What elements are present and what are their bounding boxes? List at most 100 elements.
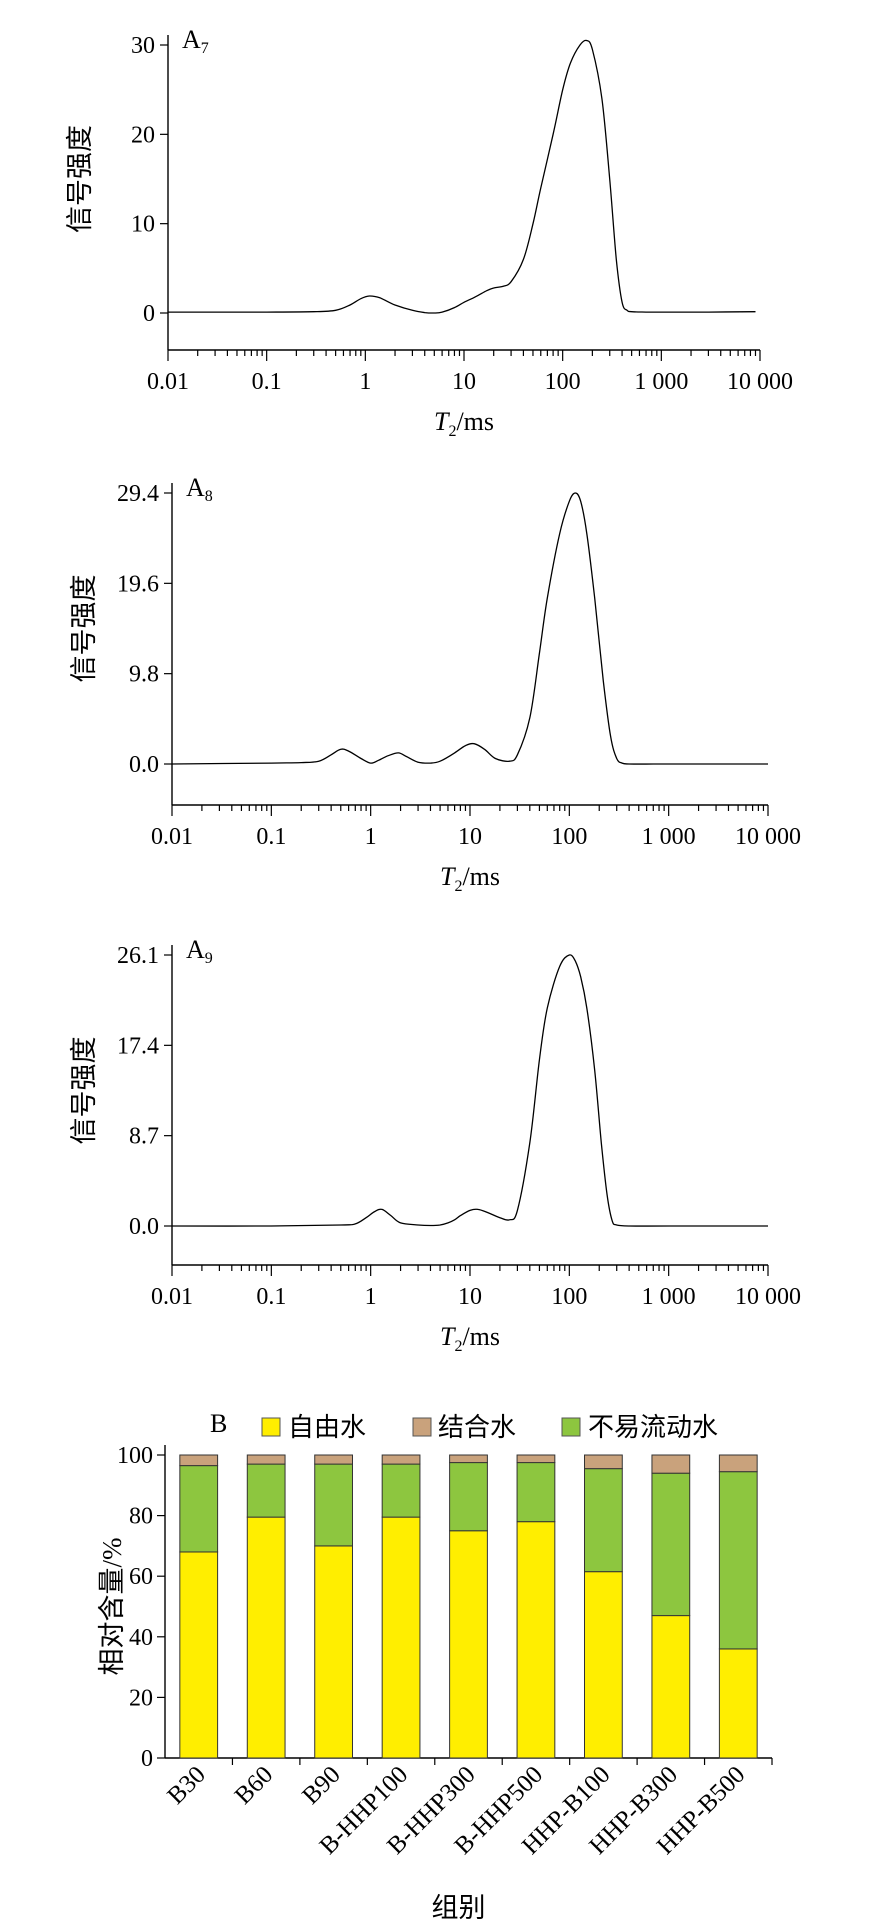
bar-segment-bound-water <box>381 1454 421 1465</box>
y-tick-label: 80 <box>129 1504 153 1530</box>
x-tick-label: 1 <box>365 1284 377 1310</box>
x-tick-label: 100 <box>545 369 581 395</box>
y-tick-label: 17.4 <box>117 1033 159 1059</box>
legend-label: 不易流动水 <box>588 1413 718 1442</box>
y-axis-label: 相对含量/% <box>97 1538 127 1676</box>
x-label-subscript: 2 <box>454 1338 462 1355</box>
bar-segment-free-water <box>449 1530 488 1759</box>
bar-segment-bound-water <box>179 1454 219 1467</box>
x-label-symbol: T <box>434 407 450 436</box>
panel-label: A8 <box>186 473 213 505</box>
bar-segment-bound-water <box>516 1454 556 1464</box>
y-tick-label: 29.4 <box>117 481 159 507</box>
bar-segment-free-water <box>584 1571 623 1759</box>
panel-letter: A <box>186 473 205 502</box>
panel-subscript: 9 <box>205 950 213 967</box>
legend-swatch <box>261 1417 281 1437</box>
bar-segment-immobile-water <box>179 1465 219 1553</box>
bar-segment-bound-water <box>314 1454 353 1465</box>
y-tick-label: 26.1 <box>117 943 159 969</box>
bar-segment-free-water <box>516 1521 556 1759</box>
bar-segment-immobile-water <box>381 1463 421 1518</box>
bar-segment-bound-water <box>246 1454 286 1465</box>
panel-label: A7 <box>182 25 209 57</box>
bar-segment-free-water <box>651 1615 691 1759</box>
x-tick-label: 0.1 <box>256 824 286 850</box>
x-tick-label: 0.01 <box>147 369 189 395</box>
x-axis-label: T2/ms <box>440 1322 500 1355</box>
y-tick-label: 19.6 <box>117 571 159 597</box>
signal-curve <box>171 492 768 765</box>
line-panel-1: 0 10 20 30 0.01 0.1 1 10 100 1 000 10 000 A7 T2/ms 信号… <box>65 25 793 440</box>
x-tick-label: 1 000 <box>634 369 688 395</box>
panel-letter: A <box>186 935 205 964</box>
legend-swatch <box>561 1417 581 1437</box>
signal-curve <box>171 954 768 1227</box>
bar-segment-immobile-water <box>314 1463 353 1547</box>
x-label-symbol: T <box>440 1322 456 1351</box>
y-tick-label: 60 <box>129 1564 153 1590</box>
x-tick-label: 100 <box>551 1284 587 1310</box>
y-tick-label: 0.0 <box>129 1214 159 1240</box>
y-tick-label: 9.8 <box>129 662 159 688</box>
x-label-symbol: T <box>440 862 456 891</box>
x-tick-label: 10 000 <box>735 824 801 850</box>
bar-segment-immobile-water <box>246 1463 286 1518</box>
panel-label: A9 <box>186 935 213 967</box>
line-panel-2: 0.0 9.8 19.6 29.4 0.01 0.1 1 10 100 1 000 10 000 A8… <box>69 473 801 895</box>
bar-segment-bound-water <box>718 1454 758 1473</box>
x-label-unit: /ms <box>462 1322 500 1351</box>
x-label-unit: /ms <box>456 407 494 436</box>
x-tick-label: 10 <box>452 369 476 395</box>
y-axis-label: 信号强度 <box>65 125 95 233</box>
bar-segment-immobile-water <box>584 1468 623 1573</box>
legend-swatch <box>412 1417 432 1437</box>
y-tick-label: 0.0 <box>129 752 159 778</box>
x-label-subscript: 2 <box>454 878 462 895</box>
y-tick-label: 10 <box>131 212 155 238</box>
bar-segment-free-water <box>718 1648 758 1759</box>
line-panel-3: 0.0 8.7 17.4 26.1 0.01 0.1 1 10 100 1 000 10 000 A9… <box>69 935 801 1355</box>
panel-subscript: 7 <box>201 40 209 57</box>
signal-curve <box>167 39 756 314</box>
x-tick-label: 10 000 <box>735 1284 801 1310</box>
x-tick-label: 1 <box>359 369 371 395</box>
y-tick-label: 100 <box>117 1443 153 1469</box>
x-tick-label: 0.1 <box>252 369 282 395</box>
panel-label: B <box>210 1409 227 1438</box>
y-tick-label: 0 <box>141 1746 153 1772</box>
x-axis-label: T2/ms <box>434 407 494 440</box>
bar-segment-immobile-water <box>449 1462 488 1532</box>
x-tick-label: 1 000 <box>642 1284 696 1310</box>
x-axis-label: T2/ms <box>440 862 500 895</box>
bar-segment-bound-water <box>651 1454 691 1474</box>
y-tick-label: 8.7 <box>129 1124 159 1150</box>
x-tick-label: 0.1 <box>256 1284 286 1310</box>
legend-label: 自由水 <box>288 1413 366 1442</box>
x-tick-label: 0.01 <box>151 1284 193 1310</box>
x-axis-label: 组别 <box>432 1893 486 1923</box>
bar-segment-free-water <box>381 1516 421 1759</box>
y-axis-label: 信号强度 <box>69 1037 99 1145</box>
x-tick-label: 10 000 <box>727 369 793 395</box>
bar-segment-free-water <box>314 1545 353 1759</box>
x-tick-label: 0.01 <box>151 824 193 850</box>
bar-segment-bound-water <box>584 1454 623 1470</box>
y-tick-label: 0 <box>143 301 155 327</box>
x-tick-label: 100 <box>551 824 587 850</box>
panel-letter: A <box>182 25 201 54</box>
panel-subscript: 8 <box>205 488 213 505</box>
bar-segment-immobile-water <box>651 1472 691 1617</box>
bar-segment-free-water <box>246 1516 286 1759</box>
bar-segment-immobile-water <box>718 1471 758 1650</box>
x-tick-label: 1 <box>365 824 377 850</box>
y-tick-label: 20 <box>129 1685 153 1711</box>
x-tick-label: 10 <box>458 824 482 850</box>
y-tick-label: 20 <box>131 122 155 148</box>
bar-segment-free-water <box>179 1551 219 1759</box>
x-label-unit: /ms <box>462 862 500 891</box>
y-tick-label: 40 <box>129 1625 153 1651</box>
legend-label: 结合水 <box>438 1413 516 1442</box>
